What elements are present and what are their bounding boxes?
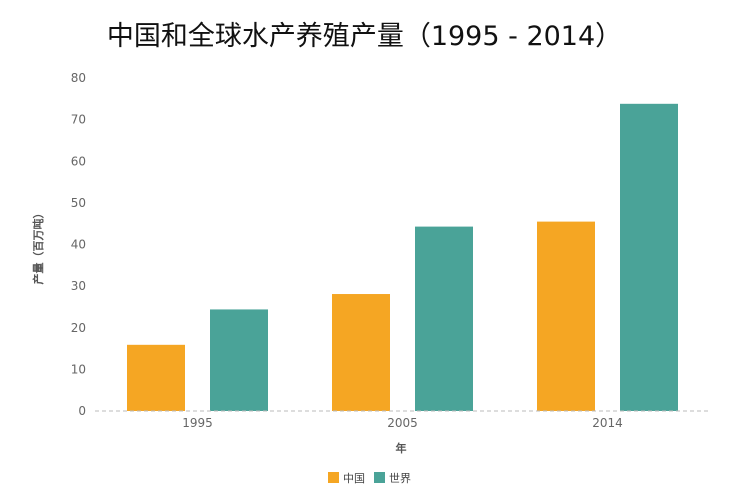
y-tick-label: 20 (71, 321, 86, 335)
y-tick-label: 30 (71, 279, 86, 293)
y-tick-label: 0 (78, 404, 86, 418)
y-tick-label: 60 (71, 154, 86, 168)
x-tick-label: 1995 (182, 416, 213, 430)
bar-1995-1 (210, 309, 268, 411)
bar-2005-1 (415, 226, 473, 411)
legend-swatch (374, 472, 385, 483)
y-tick-label: 40 (71, 238, 86, 252)
y-tick-label: 10 (71, 362, 86, 376)
x-tick-label: 2014 (592, 416, 623, 430)
y-tick-label: 50 (71, 196, 86, 210)
bars (127, 103, 678, 412)
legend: 中国 世界 (328, 472, 411, 485)
x-axis-title: 年 (396, 441, 407, 455)
y-tick-label: 80 (71, 71, 86, 85)
bar-1995-0 (127, 344, 185, 411)
x-tick-label: 2005 (387, 416, 418, 430)
legend-label: 世界 (389, 472, 411, 485)
y-axis: 0 10 20 30 40 50 60 70 80 (71, 71, 86, 418)
legend-label: 中国 (343, 472, 365, 485)
bar-2014-0 (537, 221, 595, 411)
chart-title: 中国和全球水产养殖产量（1995 - 2014） (106, 21, 623, 52)
x-axis: 1995 2005 2014 (182, 416, 623, 430)
y-axis-title: 产量（百万吨） (31, 208, 45, 285)
y-tick-label: 70 (71, 113, 86, 127)
bar-2014-1 (620, 103, 678, 412)
bar-2005-0 (332, 294, 390, 411)
legend-swatch (328, 472, 339, 483)
